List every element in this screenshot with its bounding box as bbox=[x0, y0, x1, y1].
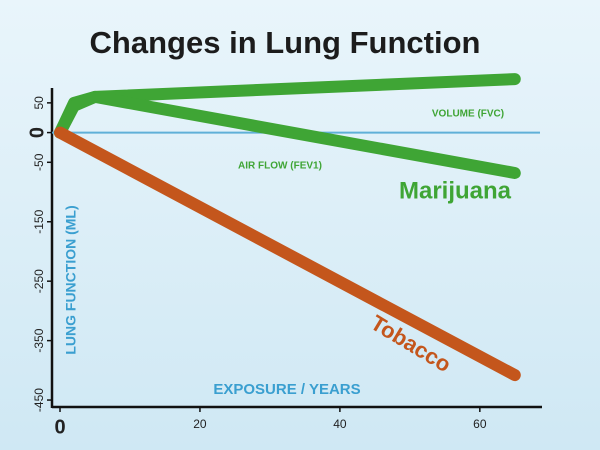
x-tick-label: 40 bbox=[333, 417, 347, 431]
y-tick-label: -450 bbox=[32, 388, 46, 412]
y-tick-label: -250 bbox=[32, 269, 46, 293]
series-label: AIR FLOW (FEV1) bbox=[238, 161, 322, 172]
y-tick-label: 0 bbox=[26, 127, 48, 138]
y-tick-label: 50 bbox=[32, 96, 46, 110]
y-tick-label: -350 bbox=[32, 328, 46, 352]
x-tick-label: 20 bbox=[193, 417, 207, 431]
x-tick-label: 0 bbox=[54, 416, 65, 438]
y-axis-label: LUNG FUNCTION (ML) bbox=[63, 205, 79, 354]
annotation: Marijuana bbox=[399, 177, 512, 204]
chart-title: Changes in Lung Function bbox=[90, 25, 481, 60]
series-label: VOLUME (FVC) bbox=[432, 109, 504, 120]
series-line bbox=[54, 126, 521, 382]
x-tick-label: 60 bbox=[473, 417, 487, 431]
y-tick-label: -50 bbox=[32, 153, 46, 171]
series-line bbox=[54, 90, 521, 179]
y-tick-label: -150 bbox=[32, 209, 46, 233]
x-axis-label: EXPOSURE / YEARS bbox=[213, 381, 360, 398]
